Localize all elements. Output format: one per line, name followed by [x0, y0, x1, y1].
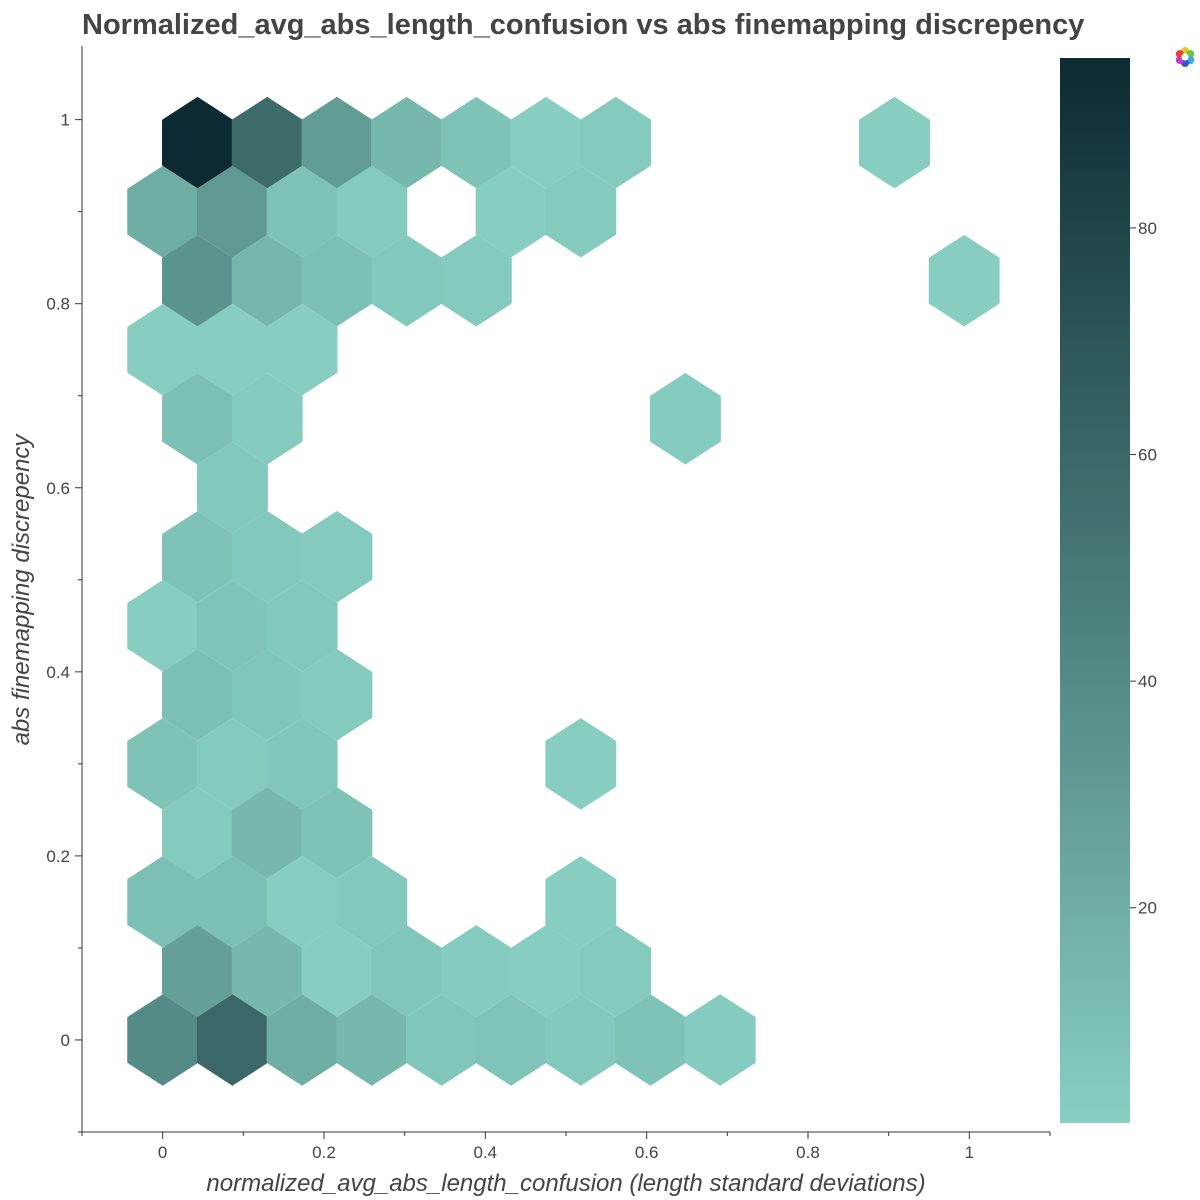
hexbin-cell-47	[545, 856, 617, 948]
colorbar-tick-label: 40	[1138, 672, 1157, 691]
hexbin-cell-38	[266, 718, 338, 810]
y-tick-label: 0.4	[46, 663, 70, 682]
hexbin-cell-35	[301, 649, 373, 741]
y-tick-label: 0	[61, 1031, 70, 1050]
hexbin-cell-46	[336, 856, 408, 948]
x-axis-ticks: 0 0.2 0.4 0.6 0.8 1	[81, 1132, 1051, 1162]
x-tick-label: 0.8	[796, 1143, 820, 1162]
app-logo-icon	[1175, 47, 1195, 67]
hexbin-cell-13	[545, 165, 617, 258]
y-tick-label: 1	[61, 111, 70, 130]
hexbin-cell-42	[301, 787, 373, 879]
y-tick-label: 0.8	[46, 295, 70, 314]
y-axis-ticks: 0 0.2 0.4 0.6 0.8 1	[46, 111, 82, 1133]
x-axis-title: normalized_avg_abs_length_confusion (len…	[206, 1170, 925, 1197]
hexbin-cell-32	[266, 580, 338, 672]
y-tick-label: 0.6	[46, 479, 70, 498]
x-tick-label: 1	[965, 1143, 974, 1162]
hexbin-cell-11	[336, 165, 408, 258]
colorbar-tick-label: 60	[1138, 446, 1157, 465]
colorbar-tick-label: 80	[1138, 219, 1157, 238]
hexbin-cell-26	[196, 442, 268, 534]
x-tick-label: 0	[158, 1143, 167, 1162]
y-tick-label: 0.2	[46, 847, 70, 866]
hexbin-cell-25	[649, 372, 721, 465]
x-tick-label: 0.4	[474, 1143, 498, 1162]
chart-title: Normalized_avg_abs_length_confusion vs a…	[82, 9, 1084, 41]
hexbin-cell-18	[440, 234, 512, 327]
hexbin-cell-22	[266, 303, 338, 396]
hexbin-cell-39	[545, 718, 617, 810]
colorbar	[1060, 58, 1130, 1123]
hexbin-cell-24	[231, 372, 303, 465]
colorbar-tick-label: 20	[1138, 899, 1157, 918]
x-tick-label: 0.2	[312, 1143, 336, 1162]
hexbin-cells	[127, 96, 1000, 1086]
hexbin-cell-6	[580, 96, 652, 189]
y-axis-title: abs finemapping discrepency	[8, 433, 35, 746]
hexbin-cell-63	[684, 994, 756, 1086]
hexbin-cell-19	[928, 234, 1000, 327]
colorbar-ticks: 20 40 60 80	[1130, 219, 1157, 918]
hexbin-cell-7	[859, 96, 930, 189]
hexbin-cell-54	[580, 925, 652, 1017]
hexbin-cell-29	[301, 511, 373, 603]
x-tick-label: 0.6	[635, 1143, 659, 1162]
